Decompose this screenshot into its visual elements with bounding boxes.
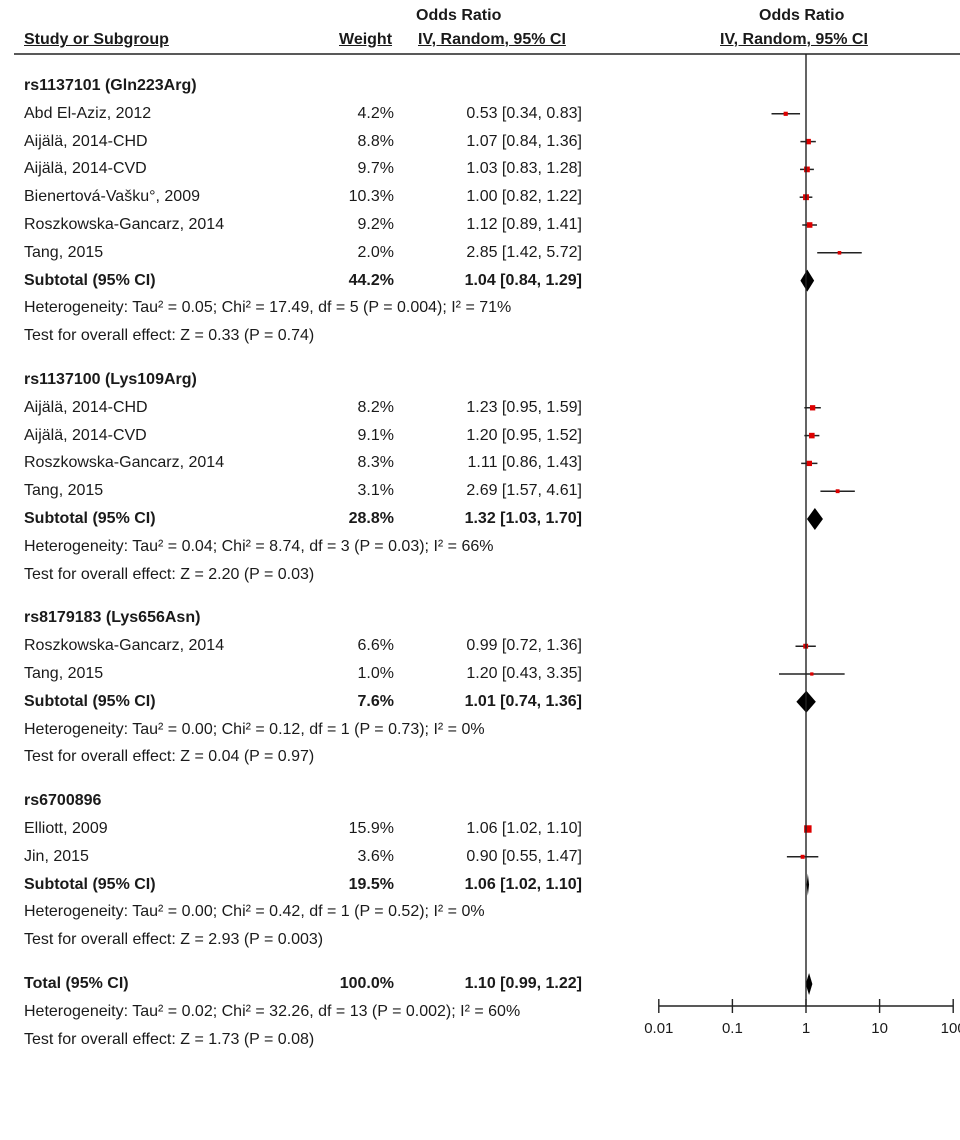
study-weight: 3.1% [357,482,394,500]
x-tick-label: 100 [941,1020,960,1037]
study-ci: 2.85 [1.42, 5.72] [466,243,582,261]
study-ci: 1.00 [0.82, 1.22] [466,188,582,206]
study-weight: 4.2% [357,104,394,122]
study-name: Tang, 2015 [24,665,104,682]
study-column-header: Study or Subgroup [24,31,169,48]
subtotal-weight: 19.5% [348,875,394,893]
study-name: Abd El-Aziz, 2012 [24,104,152,122]
study-ci: 1.11 [0.86, 1.43] [467,454,582,472]
study-ci: 1.06 [1.02, 1.10] [466,820,582,837]
study-name: Aijälä, 2014-CVD [24,160,147,178]
total-label: Total (95% CI) [24,975,129,992]
heterogeneity-text: Heterogeneity: Tau² = 0.00; Chi² = 0.12,… [24,720,485,738]
subtotal-ci: 1.06 [1.02, 1.10] [464,875,582,893]
subtotal-label: Subtotal (95% CI) [24,510,156,527]
subtotal-label: Subtotal (95% CI) [24,271,156,289]
study-marker [804,166,810,173]
weight-column-header: Weight [339,31,393,48]
subtotal-ci: 1.04 [0.84, 1.29] [464,271,582,289]
study-weight: 10.3% [348,188,394,206]
study-weight: 1.0% [357,665,394,682]
study-weight: 9.1% [357,426,394,444]
study-marker [804,825,812,833]
subtotal-label: Subtotal (95% CI) [24,875,156,893]
study-weight: 8.3% [357,454,394,472]
study-name: Roszkowska-Gancarz, 2014 [24,216,225,233]
study-marker [800,854,805,859]
study-weight: 2.0% [357,243,394,261]
heterogeneity-text: Heterogeneity: Tau² = 0.05; Chi² = 17.49… [24,299,512,317]
ci-column-header: IV, Random, 95% CI [418,31,566,48]
study-name: Aijälä, 2014-CHD [24,398,148,416]
heterogeneity-text: Heterogeneity: Tau² = 0.00; Chi² = 0.42,… [24,903,485,921]
subtotal-label: Subtotal (95% CI) [24,692,156,710]
study-ci: 0.53 [0.34, 0.83] [466,104,582,122]
study-name: Aijälä, 2014-CVD [24,426,147,444]
overall-effect-text: Test for overall effect: Z = 0.04 (P = 0… [24,748,315,766]
study-name: Jin, 2015 [24,847,89,865]
study-ci: 1.12 [0.89, 1.41] [466,216,582,233]
total-overall-effect-text: Test for overall effect: Z = 1.73 (P = 0… [24,1030,315,1048]
study-marker [837,251,842,255]
overall-effect-text: Test for overall effect: Z = 0.33 (P = 0… [24,327,315,345]
study-marker [810,672,814,676]
study-marker [809,432,815,439]
total-diamond [805,973,813,995]
study-name: Tang, 2015 [24,482,104,500]
plot-odds-ratio-header: Odds Ratio [759,7,845,24]
study-ci: 1.20 [0.95, 1.52] [466,426,582,444]
study-weight: 15.9% [348,820,394,837]
subgroup-title: rs8179183 (Lys656Asn) [24,609,201,627]
study-ci: 0.99 [0.72, 1.36] [466,637,582,655]
total-heterogeneity-text: Heterogeneity: Tau² = 0.02; Chi² = 32.26… [24,1002,521,1020]
study-ci: 0.90 [0.55, 1.47] [466,847,582,865]
overall-effect-text: Test for overall effect: Z = 2.93 (P = 0… [24,931,324,949]
study-weight: 3.6% [357,847,394,865]
study-name: Elliott, 2009 [24,820,108,837]
x-tick-label: 0.1 [722,1020,743,1037]
study-weight: 9.2% [357,216,394,233]
subtotal-ci: 1.01 [0.74, 1.36] [464,692,582,710]
study-marker [835,489,840,494]
study-ci: 1.03 [0.83, 1.28] [466,160,582,178]
subtotal-ci: 1.32 [1.03, 1.70] [464,510,582,527]
study-name: Roszkowska-Gancarz, 2014 [24,454,225,472]
heterogeneity-text: Heterogeneity: Tau² = 0.04; Chi² = 8.74,… [24,537,494,555]
study-name: Bienertová-Vašku°, 2009 [24,188,200,206]
plot-ci-header: IV, Random, 95% CI [720,31,868,48]
overall-effect-text: Test for overall effect: Z = 2.20 (P = 0… [24,565,315,583]
study-ci: 1.20 [0.43, 3.35] [466,665,582,682]
total-ci: 1.10 [0.99, 1.22] [464,975,582,992]
x-tick-label: 10 [871,1020,888,1037]
total-weight: 100.0% [339,975,394,992]
study-marker [806,460,812,467]
study-weight: 8.8% [357,132,394,150]
study-marker [809,405,816,411]
study-marker [806,222,813,228]
subtotal-diamond [806,508,823,530]
subtotal-diamond [800,269,815,292]
study-weight: 8.2% [357,398,394,416]
subgroup-title: rs6700896 [24,792,102,810]
x-tick-label: 1 [802,1020,810,1037]
study-ci: 1.23 [0.95, 1.59] [466,398,582,416]
study-marker [805,138,811,145]
subtotal-weight: 7.6% [357,692,394,710]
subtotal-weight: 44.2% [348,271,394,289]
subgroup-title: rs1137100 (Lys109Arg) [24,371,197,388]
subgroup-title: rs1137101 (Gln223Arg) [24,77,197,94]
subtotal-diamond [806,873,810,896]
study-name: Aijälä, 2014-CHD [24,132,148,150]
study-weight: 6.6% [357,637,394,655]
study-ci: 2.69 [1.57, 4.61] [466,482,582,500]
study-weight: 9.7% [357,160,394,178]
study-name: Tang, 2015 [24,243,104,261]
study-name: Roszkowska-Gancarz, 2014 [24,637,225,655]
odds-ratio-header: Odds Ratio [416,7,502,24]
x-tick-label: 0.01 [644,1020,673,1037]
study-marker [783,111,788,116]
study-ci: 1.07 [0.84, 1.36] [466,132,582,150]
subtotal-weight: 28.8% [348,510,394,527]
